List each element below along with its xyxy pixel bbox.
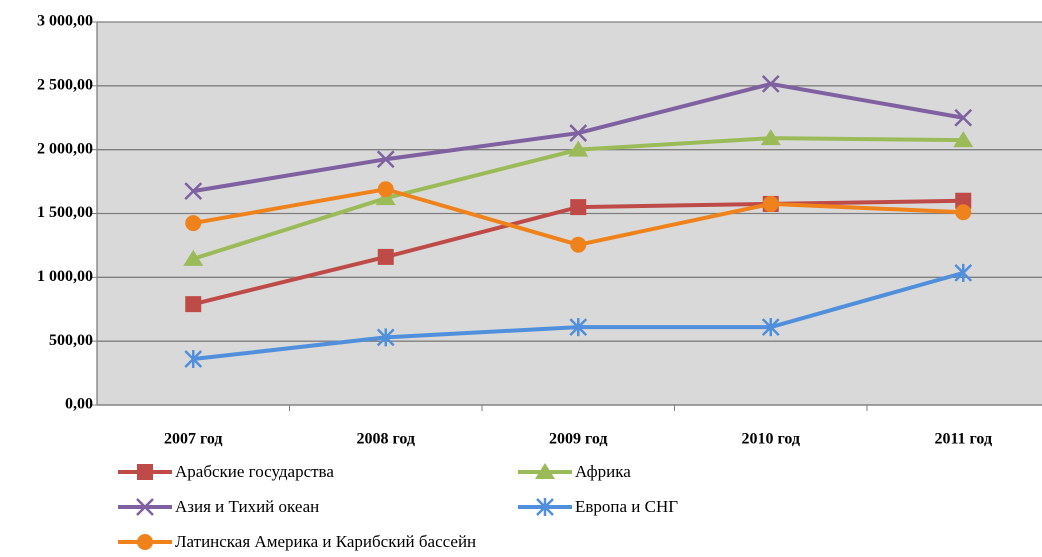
marker [955,192,972,209]
marker [762,195,779,212]
marker [184,182,203,201]
y-tick-label: 1 000,00 [37,268,93,285]
legend-marker [137,464,153,480]
legend-marker [136,498,154,516]
marker [377,248,394,265]
marker [761,75,780,93]
legend-label: Латинская Америка и Карибский бассейн [175,532,476,551]
marker [185,215,202,232]
legend-label: Арабские государства [175,462,334,481]
y-tick-label: 1 500,00 [37,204,93,221]
marker [183,249,204,266]
marker [761,318,780,337]
y-tick-label: 0,00 [65,396,93,413]
marker [955,204,972,221]
legend-label: Африка [575,462,631,481]
legend-marker [137,534,153,550]
y-tick-label: 2 500,00 [37,77,93,94]
marker [376,328,395,347]
legend-label: Европа и СНГ [575,497,678,516]
marker [377,181,394,198]
legend-marker [536,498,554,516]
marker [184,350,203,369]
marker [569,124,588,142]
x-tick-label: 2008 год [357,431,416,448]
marker [569,318,588,337]
x-tick-label: 2009 год [549,431,608,448]
y-tick-label: 500,00 [49,332,93,349]
marker [954,108,973,127]
marker [954,263,973,282]
marker [376,150,395,169]
marker [185,296,202,313]
marker [760,129,781,146]
marker [568,140,589,157]
x-tick-label: 2007 год [164,431,223,448]
y-tick-label: 3 000,00 [37,13,93,30]
x-tick-label: 2010 год [742,431,801,448]
x-tick-label: 2011 год [934,431,992,448]
marker [953,131,974,148]
legend-marker [535,463,555,479]
marker [570,236,587,253]
y-tick-label: 2 000,00 [37,140,93,157]
marker [570,199,587,216]
legend-label: Азия и Тихий океан [175,497,319,516]
